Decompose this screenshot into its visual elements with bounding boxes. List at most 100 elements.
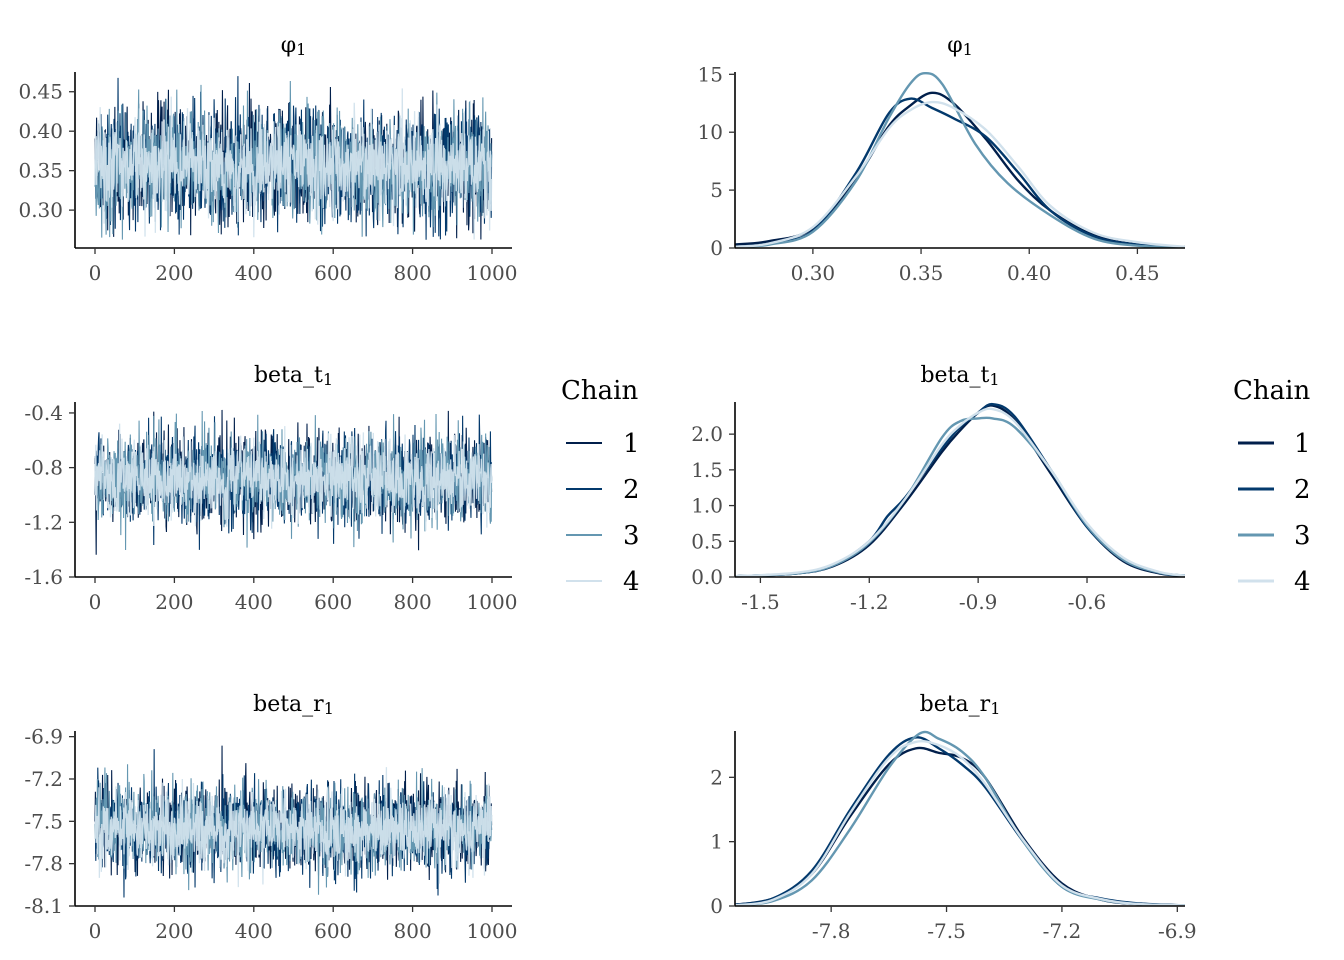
x-tick-label-4-0: 0 (89, 919, 102, 943)
panel-title-4: beta_r1 (253, 692, 334, 718)
x-tick-label-1-3: 0.45 (1115, 261, 1160, 285)
x-tick-label-2-2: 400 (235, 590, 273, 614)
trace-legend-label-2: 2 (623, 475, 640, 505)
y-tick-label-0-2: 0.40 (18, 119, 63, 143)
panel-0: φ1 0.30 0.35 0.40 0.45 0 200 400 600 800 1000 (18, 33, 517, 285)
x-tick-label-2-1: 200 (155, 590, 193, 614)
x-tick-label-5-2: -7.2 (1043, 919, 1082, 943)
trace-legend: Chain 1 2 3 4 (561, 376, 640, 597)
y-tick-label-4-3: -7.8 (24, 852, 63, 876)
density-legend-label-1: 1 (1294, 429, 1311, 459)
y-tick-label-2-2: -1.2 (24, 510, 63, 534)
x-tick-label-1-0: 0.30 (791, 261, 836, 285)
density-legend: Chain 1 2 3 4 (1233, 376, 1311, 597)
y-tick-label-1-1: 5 (710, 178, 723, 202)
plot-area-3 (735, 402, 1185, 577)
x-tick-label-3-3: -0.6 (1068, 590, 1107, 614)
trace-legend-label-1: 1 (623, 429, 640, 459)
density-series-3-3 (735, 416, 1185, 577)
panel-title-base-2: beta_t (254, 363, 323, 388)
x-tick-label-2-5: 1000 (467, 590, 518, 614)
y-tick-label-3-2: 1.0 (691, 494, 723, 518)
x-tick-label-0-2: 400 (235, 261, 273, 285)
x-tick-label-2-4: 800 (394, 590, 432, 614)
x-tick-label-1-2: 0.40 (1007, 261, 1052, 285)
density-legend-label-3: 3 (1294, 521, 1311, 551)
x-tick-label-3-0: -1.5 (741, 590, 780, 614)
trace-legend-label-3: 3 (623, 521, 640, 551)
x-tick-label-0-5: 1000 (467, 261, 518, 285)
x-tick-label-3-2: -0.9 (959, 590, 998, 614)
y-tick-label-2-1: -0.8 (24, 456, 63, 480)
x-tick-label-0-3: 600 (314, 261, 352, 285)
panel-title-base-3: beta_t (920, 363, 989, 388)
y-tick-label-4-2: -7.5 (24, 809, 63, 833)
trace-series-2-4 (94, 423, 493, 531)
panel-title-sub-5: 1 (990, 699, 1000, 718)
density-legend-title: Chain (1233, 376, 1310, 406)
panel-title-base-1: φ (947, 33, 962, 58)
y-tick-label-4-4: -8.1 (24, 894, 63, 918)
plot-area-2 (94, 409, 493, 555)
y-tick-label-4-0: -6.9 (24, 725, 63, 749)
panel-title-2: beta_t1 (254, 363, 333, 389)
y-tick-label-2-3: -1.6 (24, 565, 63, 589)
x-tick-label-1-1: 0.35 (899, 261, 944, 285)
density-legend-label-4: 4 (1294, 567, 1311, 597)
y-tick-label-1-3: 15 (698, 62, 723, 86)
x-tick-label-0-1: 200 (155, 261, 193, 285)
x-tick-label-5-0: -7.8 (812, 919, 851, 943)
y-tick-label-3-0: 0.0 (691, 565, 723, 589)
plot-area-1 (735, 71, 1185, 248)
y-tick-label-3-4: 2.0 (691, 422, 723, 446)
y-tick-label-1-0: 0 (710, 236, 723, 260)
density-series-3-4 (735, 407, 1185, 577)
panel-title-sub-2: 1 (323, 370, 333, 389)
panel-title-sub-0: 1 (296, 40, 306, 59)
panel-4: beta_r1 -6.9 -7.2 -7.5 -7.8 -8.1 0 200 400 600 800… (24, 692, 517, 943)
y-tick-label-2-0: -0.4 (24, 401, 63, 425)
panel-title-3: beta_t1 (920, 363, 999, 389)
y-tick-label-5-1: 1 (710, 830, 723, 854)
trace-series-0-4 (94, 88, 493, 240)
panel-2: beta_t1 -0.4 -0.8 -1.2 -1.6 0 200 400 600 800 1000 (24, 363, 517, 614)
x-tick-label-3-1: -1.2 (850, 590, 889, 614)
y-tick-label-1-2: 10 (698, 120, 723, 144)
trace-series-4-4 (94, 767, 493, 888)
panel-title-5: beta_r1 (920, 692, 1001, 718)
plot-area-0 (94, 76, 493, 240)
plot-area-4 (94, 745, 493, 898)
x-tick-label-4-5: 1000 (467, 919, 518, 943)
panel-title-base-5: beta_r (920, 692, 991, 717)
y-tick-label-3-3: 1.5 (691, 458, 723, 482)
density-series-5-2 (735, 736, 1185, 906)
x-tick-label-4-4: 800 (394, 919, 432, 943)
panel-title-base-0: φ (281, 33, 296, 58)
y-tick-label-4-1: -7.2 (24, 767, 63, 791)
density-series-1-3 (735, 71, 1185, 248)
plot-area-5 (735, 730, 1185, 906)
trace-legend-label-4: 4 (623, 567, 640, 597)
panel-title-sub-3: 1 (989, 370, 999, 389)
y-tick-label-0-0: 0.30 (18, 198, 63, 222)
y-tick-label-5-2: 2 (710, 765, 723, 789)
panel-title-1: φ1 (947, 33, 973, 59)
density-series-5-4 (735, 739, 1185, 906)
x-tick-label-5-1: -7.5 (927, 919, 966, 943)
panel-title-sub-1: 1 (963, 40, 973, 59)
x-tick-label-2-0: 0 (89, 590, 102, 614)
x-tick-label-4-3: 600 (314, 919, 352, 943)
x-tick-label-0-4: 800 (394, 261, 432, 285)
y-tick-label-0-3: 0.45 (18, 80, 63, 104)
density-series-1-4 (735, 100, 1185, 248)
x-tick-label-4-1: 200 (155, 919, 193, 943)
x-tick-label-2-3: 600 (314, 590, 352, 614)
y-tick-label-5-0: 0 (710, 894, 723, 918)
y-tick-label-3-1: 0.5 (691, 529, 723, 553)
panels-group: φ10.300.350.400.450 200 400 600 800 1000φ1051… (18, 33, 1196, 943)
trace-legend-title: Chain (561, 376, 638, 406)
panel-3: beta_t1 0.0 0.5 1.0 1.5 2.0 -1.5 -1.2 -0.9 -0.6 (691, 363, 1185, 614)
